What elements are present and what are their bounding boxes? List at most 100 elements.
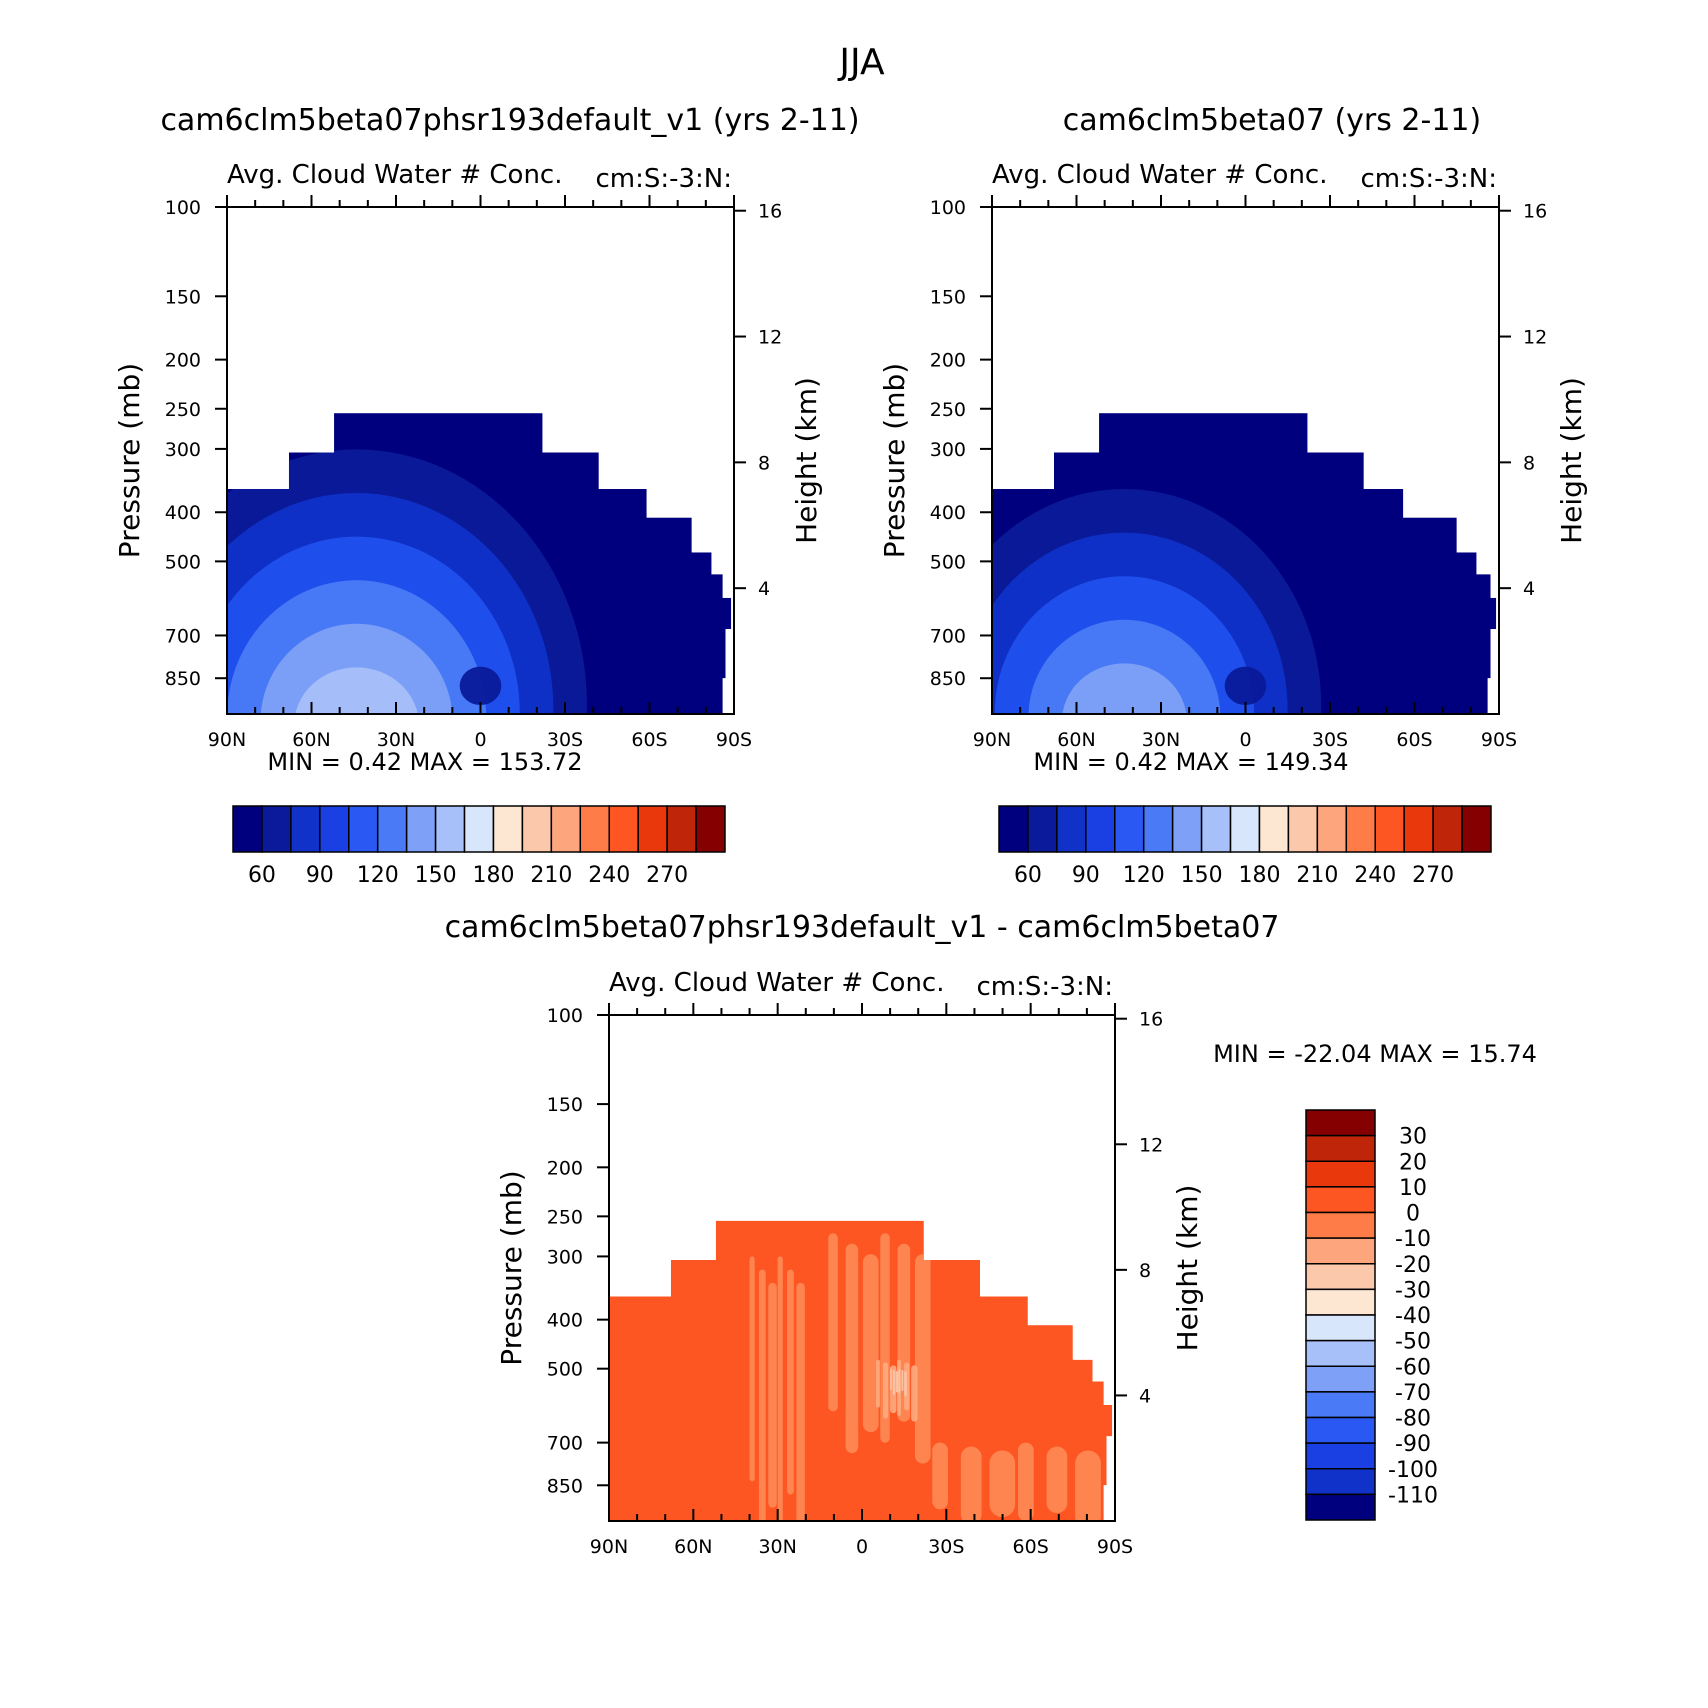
colorbar-swatch	[232, 805, 263, 853]
colorbar-swatch	[1403, 805, 1434, 853]
colorbar-swatch	[1287, 805, 1319, 853]
pressure-tick-label: 700	[165, 625, 201, 647]
colorbar-swatch	[348, 805, 379, 853]
max-value: 153.72	[499, 748, 583, 776]
height-tick-label: 8	[758, 452, 770, 474]
pressure-tick-label: 100	[930, 197, 966, 219]
data-field	[609, 1220, 1113, 1521]
colorbar-tick-label: 270	[646, 863, 688, 888]
max-label: MAX =	[1379, 1040, 1460, 1068]
contour-band	[787, 1269, 794, 1495]
lat-tick-label: 90S	[1481, 729, 1517, 751]
colorbar-swatch	[1305, 1314, 1376, 1342]
panel-3: cam6clm5beta07phsr193default_v1 - cam6cl…	[445, 910, 1537, 1558]
contour-region	[260, 623, 453, 714]
panel-1: cam6clm5beta07phsr193default_v1 (yrs 2-1…	[113, 103, 860, 888]
lat-tick-label: 60S	[1013, 1536, 1049, 1558]
colorbar-tick-label: 60	[1014, 863, 1042, 888]
pressure-tick-label: 200	[165, 350, 201, 372]
colorbar-swatch	[1258, 805, 1290, 853]
panel-title: cam6clm5beta07phsr193default_v1 (yrs 2-1…	[160, 103, 859, 138]
contour-band	[901, 1369, 904, 1392]
max-label: MAX =	[1176, 748, 1257, 776]
colorbar: 60 90 120 150 180 210 240 270	[232, 805, 726, 888]
max-value: 15.74	[1468, 1040, 1537, 1068]
pressure-tick-label: 500	[165, 551, 201, 573]
pressure-tick-label: 500	[930, 551, 966, 573]
min-value: -22.04	[1294, 1040, 1371, 1068]
panels: cam6clm5beta07phsr193default_v1 (yrs 2-1…	[113, 103, 1588, 1558]
contour-band	[862, 1254, 879, 1433]
colorbar-swatch	[550, 805, 582, 853]
contour-region	[1061, 663, 1187, 714]
colorbar-swatch	[1200, 805, 1232, 853]
contour-band	[914, 1254, 931, 1464]
contour-band	[932, 1442, 948, 1510]
lat-tick-label: 90S	[716, 729, 752, 751]
contour-band	[895, 1371, 899, 1393]
colorbar-swatch	[637, 805, 668, 853]
colorbar-swatch	[1461, 805, 1492, 853]
height-tick-label: 8	[1523, 452, 1535, 474]
contour-band	[758, 1269, 766, 1521]
colorbar-tick-label: 10	[1399, 1176, 1427, 1201]
height-tick-label: 8	[1139, 1260, 1151, 1282]
height-tick-label: 4	[1139, 1385, 1151, 1407]
subtitle-left: Avg. Cloud Water # Conc.	[992, 160, 1328, 190]
contour-band	[796, 1282, 805, 1521]
colorbar-tick-label: 60	[248, 863, 276, 888]
lat-tick-label: 60S	[631, 729, 667, 751]
colorbar-swatch	[1027, 805, 1058, 853]
pressure-tick-label: 850	[930, 668, 966, 690]
field-base	[609, 1220, 1113, 1521]
spacer	[1107, 748, 1115, 776]
colorbar-tick-label: 30	[1399, 1125, 1427, 1150]
panel-title: cam6clm5beta07 (yrs 2-11)	[1063, 103, 1481, 138]
colorbar-swatch	[434, 805, 466, 853]
contour-band	[777, 1256, 783, 1521]
y-axis-label: Pressure (mb)	[495, 1170, 528, 1365]
lat-tick-label: 60N	[1057, 729, 1095, 751]
pressure-tick-label: 500	[547, 1359, 583, 1381]
subtitle-right: cm:S:-3:N:	[1360, 164, 1497, 194]
pressure-tick-label: 400	[930, 502, 966, 524]
colorbar: 3020100-10-20-30-40-50-60-70-80-90-100-1…	[1305, 1109, 1438, 1521]
colorbar-tick-label: 120	[1123, 863, 1165, 888]
lat-tick-label: 60S	[1396, 729, 1432, 751]
colorbar-swatch	[1171, 805, 1203, 853]
y-axis-label-right: Height (km)	[790, 377, 823, 544]
colorbar-tick-label: 90	[306, 863, 334, 888]
contour-band	[1075, 1450, 1101, 1521]
colorbar-swatch	[1305, 1468, 1376, 1496]
contour-band	[898, 1368, 901, 1394]
lat-tick-label: 30N	[1142, 729, 1180, 751]
height-tick-label: 16	[758, 201, 782, 223]
height-tick-label: 12	[1139, 1134, 1163, 1156]
panel-title: cam6clm5beta07phsr193default_v1 - cam6cl…	[445, 910, 1280, 945]
colorbar-swatch	[492, 805, 524, 853]
colorbar-swatch	[1305, 1237, 1376, 1265]
subtitle-right: cm:S:-3:N:	[595, 164, 732, 194]
colorbar-tick-label: -90	[1395, 1432, 1431, 1457]
contour-band	[876, 1359, 880, 1408]
colorbar-tick-label: -70	[1395, 1381, 1431, 1406]
pressure-tick-label: 250	[547, 1206, 583, 1228]
contour-band	[892, 1369, 895, 1395]
pressure-tick-label: 300	[165, 439, 201, 461]
lat-tick-label: 0	[1239, 729, 1251, 751]
colorbar-swatch	[290, 805, 321, 853]
colorbar-swatch	[608, 805, 639, 853]
colorbar-swatch	[1085, 805, 1116, 853]
colorbar-swatch	[1305, 1416, 1376, 1444]
min-label: MIN =	[267, 748, 340, 776]
contour-band	[890, 1368, 892, 1390]
pressure-tick-label: 100	[547, 1005, 583, 1027]
colorbar-swatch	[1305, 1263, 1376, 1291]
colorbar-swatch	[1056, 805, 1087, 853]
colorbar-swatch	[1374, 805, 1405, 853]
max-label: MAX =	[410, 748, 491, 776]
lat-tick-label: 30S	[928, 1536, 964, 1558]
colorbar-swatch	[1305, 1493, 1376, 1521]
colorbar-swatch	[1305, 1160, 1376, 1188]
colorbar-swatch	[1305, 1109, 1376, 1137]
